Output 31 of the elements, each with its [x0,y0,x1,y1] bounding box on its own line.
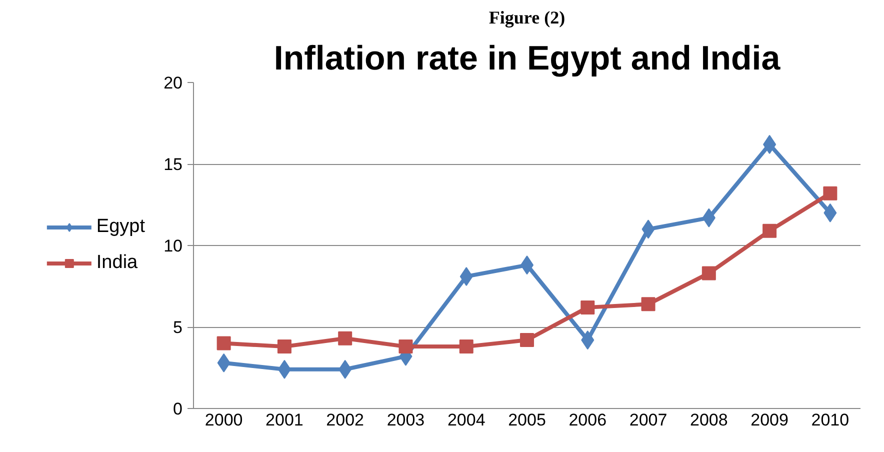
y-tick-label: 5 [173,318,183,337]
point [702,266,716,280]
point [277,340,292,354]
x-tick-label: 2002 [326,410,364,430]
y-tick-label: 20 [164,74,183,92]
chart-title: Inflation rate in Egypt and India [274,40,782,78]
x-tick-label: 2005 [508,410,546,430]
point [338,331,352,346]
point [398,340,413,354]
x-tick-label: 2006 [568,410,607,430]
x-tick-label: 2001 [266,410,304,430]
x-tick-label: 2007 [629,410,668,430]
y-tick-label: 10 [164,236,183,256]
legend-label: Egypt [96,216,145,238]
y-tick-label: 0 [173,400,183,418]
x-tick-label: 2010 [811,410,850,430]
x-tick-label: 2004 [447,410,486,430]
text: Figure (2) [488,8,566,28]
point [580,300,595,314]
point [459,340,474,354]
point [762,224,777,238]
point [641,297,656,312]
x-tick-label: 2008 [690,410,728,430]
point [823,186,838,200]
legend-label: India [96,252,138,274]
y-tick-label: 15 [164,155,183,174]
x-tick-label: 2003 [386,410,425,430]
point [216,336,231,350]
point [520,333,534,348]
x-tick-label: 2000 [204,410,243,430]
x-tick-label: 2009 [750,410,788,430]
